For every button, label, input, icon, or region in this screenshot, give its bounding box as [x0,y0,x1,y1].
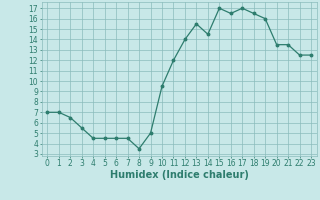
X-axis label: Humidex (Indice chaleur): Humidex (Indice chaleur) [110,170,249,180]
